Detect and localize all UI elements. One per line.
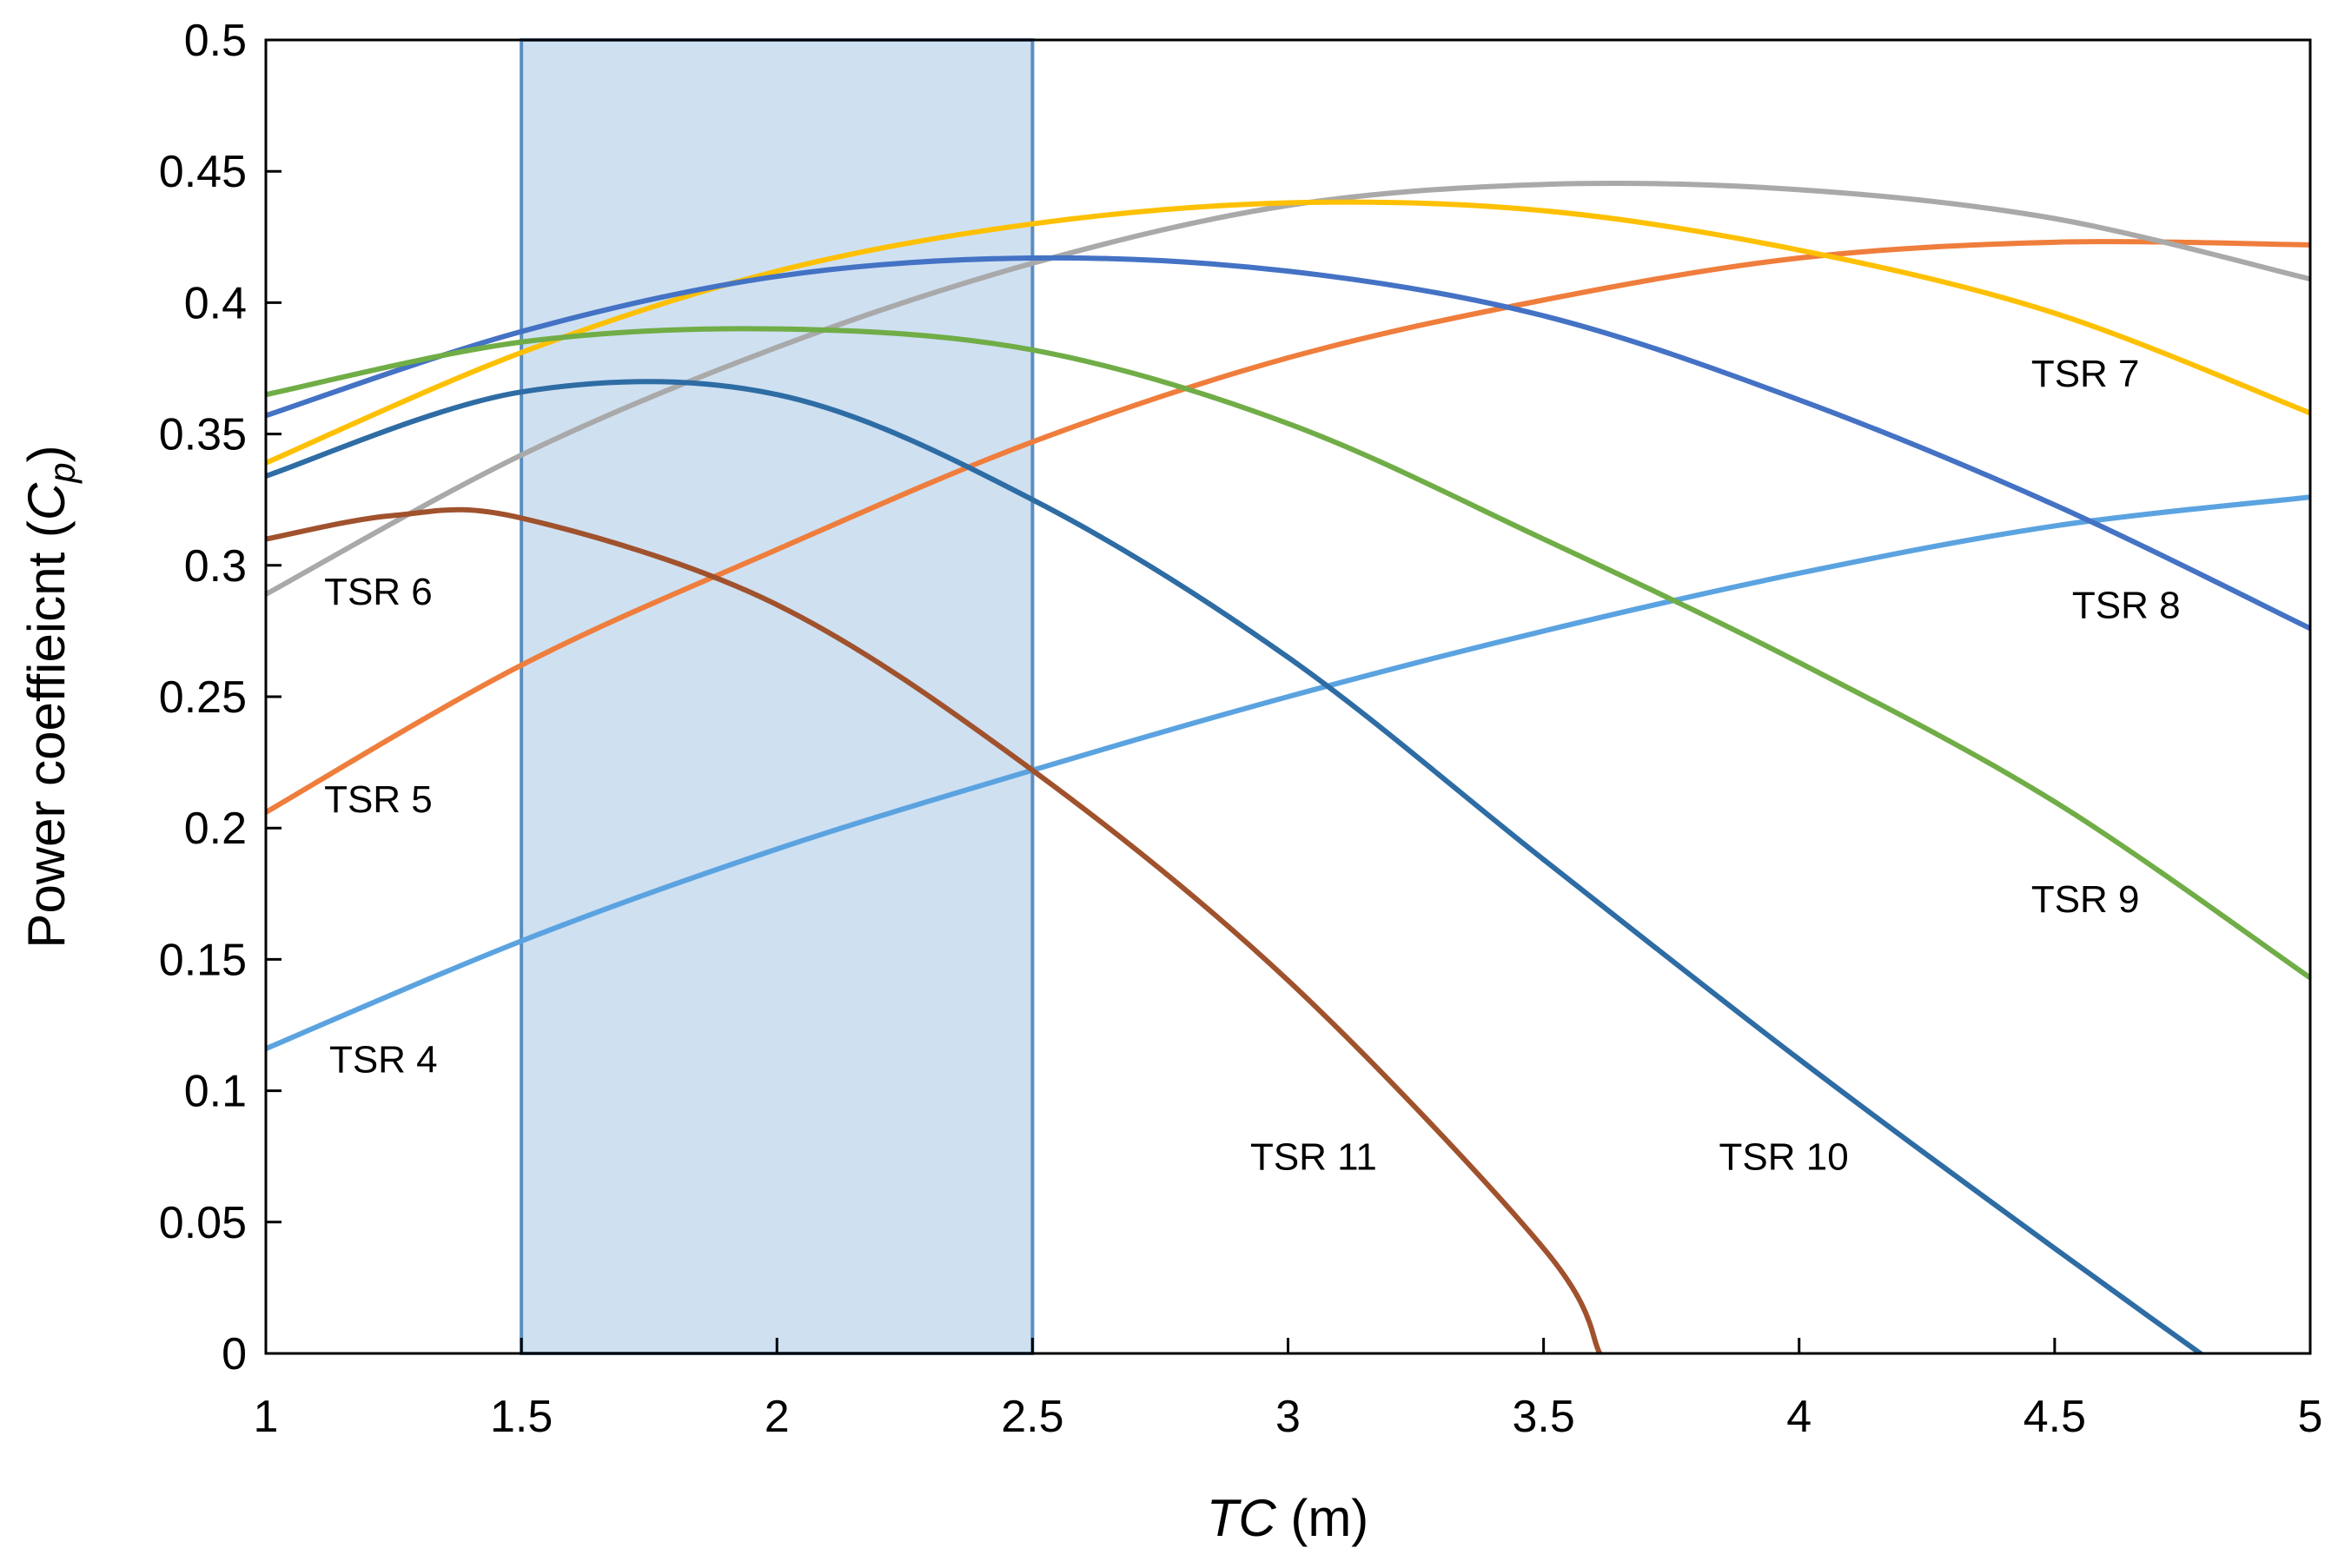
x-tick-label: 5: [2298, 1392, 2323, 1442]
x-tick-label: 2.5: [1001, 1392, 1063, 1442]
x-tick-label: 4.5: [2023, 1392, 2086, 1442]
series-line-tsr-9: [266, 326, 2310, 981]
y-tick-label: 0.2: [184, 804, 247, 854]
y-tick-label: 0.5: [184, 16, 247, 66]
series-line-tsr-4: [266, 494, 2310, 1052]
y-axis-title: Power coeffieicnt (Cp): [17, 445, 83, 948]
series-label-tsr-5: TSR 5: [324, 778, 433, 821]
series-lines: [266, 181, 2310, 1353]
x-tick-label: 3.5: [1512, 1392, 1574, 1442]
x-axis-title: TC (m): [1207, 1489, 1369, 1547]
series-label-tsr-6: TSR 6: [324, 571, 433, 613]
y-tick-label: 0.1: [184, 1067, 247, 1117]
y-tick-label: 0.15: [159, 935, 247, 985]
series-label-tsr-8: TSR 8: [2072, 584, 2181, 626]
series-label-tsr-11: TSR 11: [1250, 1135, 1377, 1178]
series-line-tsr-5: [266, 239, 2310, 816]
series-line-tsr-8: [266, 255, 2310, 632]
series-line-tsr-6: [266, 181, 2310, 598]
y-tick-label: 0.45: [159, 147, 247, 197]
series-labels: TSR 4 TSR 5 TSR 6 TSR 7 TSR 8 TSR 9 TSR 10 TSR …: [324, 353, 2181, 1178]
series-label-tsr-9: TSR 9: [2031, 878, 2140, 921]
y-tick-label: 0.4: [184, 278, 247, 328]
x-tick-label: 1.5: [490, 1392, 553, 1442]
y-tick-label: 0.25: [159, 672, 247, 723]
x-tick-label: 2: [765, 1392, 790, 1442]
series-line-tsr-11: [266, 506, 1603, 1353]
y-tick-label: 0.05: [159, 1198, 247, 1248]
series-label-tsr-4: TSR 4: [329, 1038, 438, 1081]
series-label-tsr-7: TSR 7: [2031, 353, 2140, 395]
y-tick-label: 0.3: [184, 541, 247, 592]
y-tick-label: 0.35: [159, 410, 247, 460]
y-tick-label: 0: [222, 1329, 247, 1379]
series-line-tsr-7: [266, 199, 2310, 466]
series-label-tsr-10: TSR 10: [1719, 1135, 1849, 1178]
series-line-tsr-10: [266, 379, 2205, 1353]
y-axis-ticks: 0 0.05 0.1 0.15 0.2 0.25 0.3 0.35 0.4 0.45 0.5: [159, 16, 281, 1379]
x-tick-label: 1: [254, 1392, 279, 1442]
x-axis-ticks: 1 1.5 2 2.5 3 3.5 4 4.5 5: [254, 1338, 2323, 1442]
x-tick-label: 3: [1275, 1392, 1301, 1442]
x-tick-label: 4: [1786, 1392, 1811, 1442]
